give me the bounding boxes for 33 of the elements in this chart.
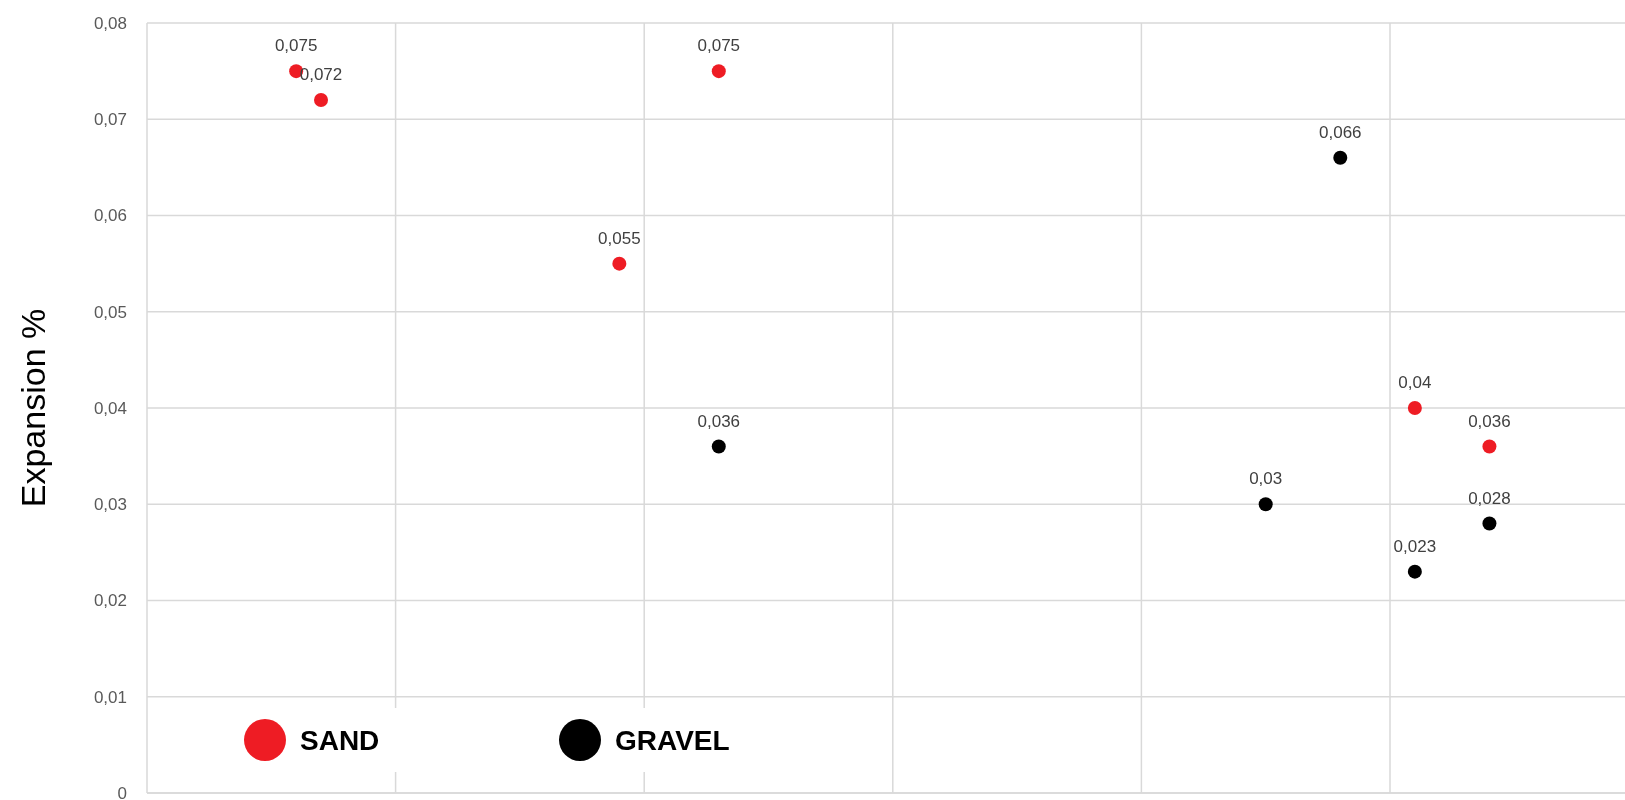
legend-label: GRAVEL	[615, 725, 730, 756]
y-tick-label: 0,08	[93, 13, 127, 33]
point	[711, 439, 726, 454]
data-label: 0,075	[274, 36, 318, 56]
data-label: 0,075	[697, 36, 741, 56]
y-tick-label: 0,02	[93, 591, 127, 611]
data-label: 0,023	[1393, 536, 1437, 556]
data-label: 0,072	[299, 65, 343, 84]
data-label: 0,028	[1468, 488, 1511, 508]
point	[1482, 439, 1497, 454]
y-tick-label: 0,03	[93, 495, 127, 515]
y-tick-label: 0,06	[93, 206, 127, 226]
point	[1482, 516, 1497, 531]
point	[1407, 564, 1422, 579]
point	[711, 64, 726, 79]
y-tick-label: 0,05	[93, 302, 127, 322]
data-label: 0,04	[1398, 373, 1432, 392]
point	[612, 256, 627, 271]
y-tick-label: 0	[117, 783, 127, 800]
point	[1407, 401, 1422, 415]
y-tick-label: 0,07	[93, 110, 127, 130]
data-label: 0,03	[1249, 469, 1283, 489]
legend-label: SAND	[300, 725, 380, 756]
y-tick-label: 0,01	[93, 687, 127, 707]
point	[1258, 497, 1273, 512]
data-label: 0,055	[598, 228, 641, 248]
point	[314, 93, 329, 107]
y-tick-label: 0,04	[93, 398, 127, 418]
data-label: 0,066	[1319, 122, 1362, 142]
data-label: 0,036	[1468, 411, 1511, 431]
data-label: 0,036	[697, 411, 741, 431]
point	[1333, 150, 1348, 165]
y-axis-title: Expansion %	[14, 308, 52, 508]
